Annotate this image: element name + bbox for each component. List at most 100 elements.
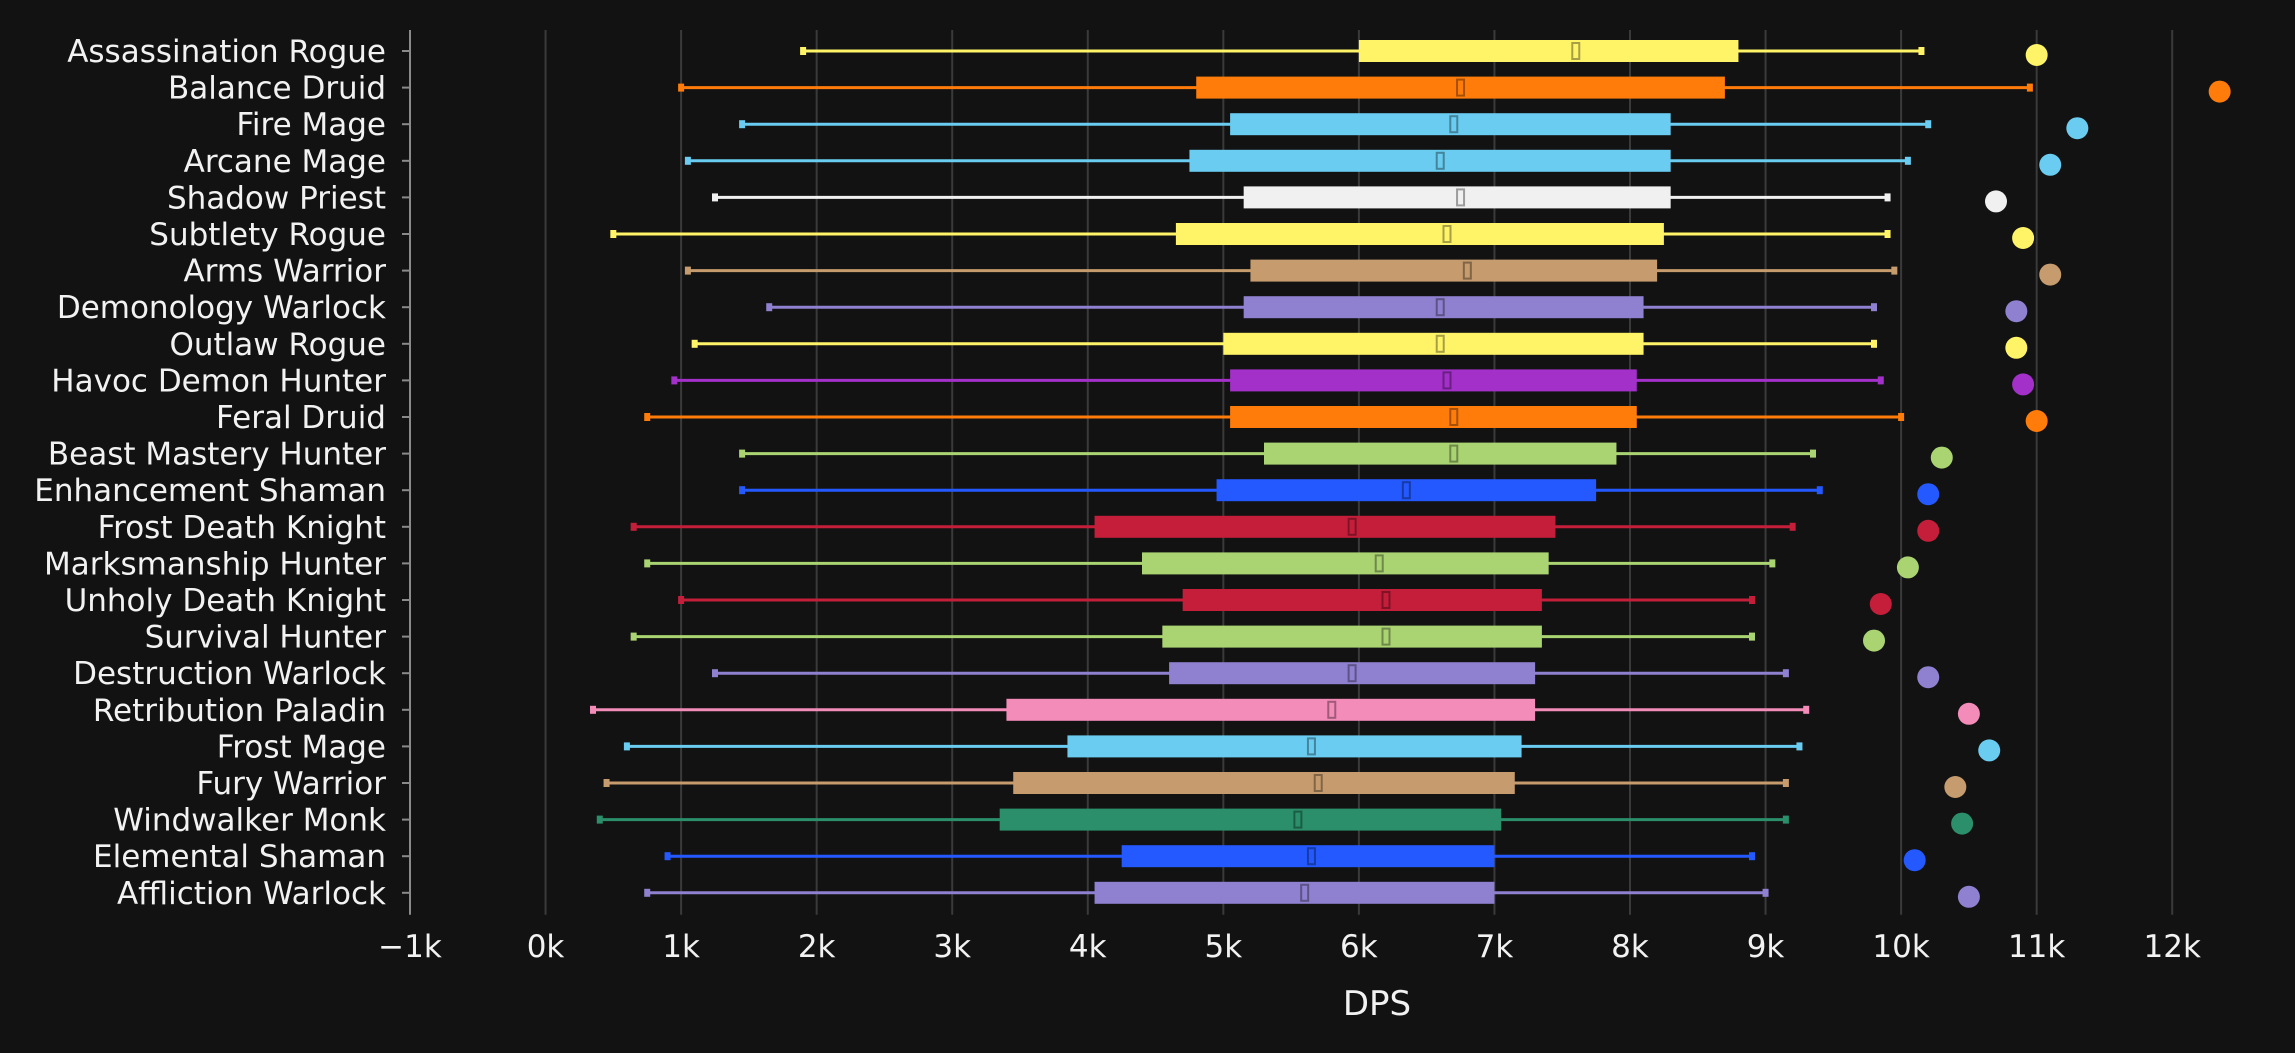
- whisker-max-cap: [1789, 522, 1796, 531]
- median-marker: [1449, 444, 1459, 463]
- box-row: [610, 223, 2035, 249]
- outlier-point: [1978, 739, 2001, 762]
- iqr-box: [1230, 369, 1637, 392]
- whisker-max-cap: [1904, 156, 1911, 165]
- outlier-point: [1985, 190, 2007, 213]
- outlier-point: [1917, 519, 1940, 542]
- iqr-box: [1006, 698, 1536, 721]
- box-row: [800, 40, 2048, 66]
- box-row: [630, 515, 1940, 542]
- iqr-box: [1189, 149, 1671, 172]
- iqr-box: [1175, 223, 1664, 245]
- whisker-max-cap: [1769, 559, 1776, 568]
- outlier-point: [1957, 885, 1980, 908]
- box-row: [671, 369, 2035, 396]
- iqr-box: [1162, 625, 1542, 648]
- category-label: Fire Mage: [236, 107, 386, 143]
- box-row: [739, 442, 1953, 469]
- whisker-max-cap: [1877, 376, 1884, 385]
- whisker-min-cap: [644, 888, 651, 897]
- category-label: Frost Death Knight: [98, 510, 386, 546]
- outlier-point: [2012, 373, 2035, 396]
- category-label: Balance Druid: [168, 71, 386, 107]
- outlier-point: [1917, 666, 1940, 689]
- box-row: [766, 296, 2028, 323]
- outlier-point: [1863, 629, 1885, 652]
- outlier-point: [1903, 849, 1926, 872]
- whisker-max-cap: [1749, 596, 1755, 604]
- x-tick-label: 8k: [1611, 929, 1649, 965]
- box-row: [678, 589, 1892, 615]
- iqr-box: [1013, 772, 1515, 794]
- whisker-max-cap: [2026, 83, 2033, 92]
- box-row: [644, 552, 1919, 579]
- outlier-point: [2066, 117, 2089, 140]
- category-label: Elemental Shaman: [93, 839, 386, 875]
- whisker-min-cap: [644, 559, 651, 568]
- outlier-point: [1869, 593, 1892, 615]
- median-marker: [1449, 408, 1459, 426]
- x-tick-label: 9k: [1747, 929, 1785, 965]
- x-tick-label: 12k: [2144, 929, 2201, 965]
- outlier-point: [2005, 300, 2028, 323]
- whisker-max-cap: [1782, 669, 1789, 678]
- x-tick-label: 2k: [798, 929, 836, 965]
- x-tick-label: −1k: [378, 929, 442, 965]
- median-marker: [1435, 151, 1445, 170]
- whisker-min-cap: [800, 47, 807, 55]
- outlier-point: [1951, 812, 1974, 835]
- iqr-box: [1223, 332, 1644, 355]
- whisker-max-cap: [1749, 632, 1755, 641]
- median-marker: [1381, 627, 1391, 646]
- whisker-min-cap: [739, 449, 746, 458]
- category-label: Windwalker Monk: [113, 803, 386, 839]
- category-label: Outlaw Rogue: [169, 327, 386, 363]
- median-marker: [1571, 42, 1581, 60]
- whisker-min-cap: [603, 779, 610, 787]
- whisker-max-cap: [1871, 303, 1877, 312]
- category-label: Assassination Rogue: [67, 34, 386, 70]
- box-row: [691, 332, 2028, 359]
- x-tick-label: 3k: [933, 929, 971, 965]
- whisker-min-cap: [678, 596, 685, 604]
- box-row: [630, 625, 1885, 652]
- whisker-min-cap: [671, 376, 678, 385]
- category-label: Retribution Paladin: [93, 693, 386, 729]
- x-tick-label: 0k: [527, 929, 565, 965]
- median-marker: [1449, 115, 1459, 134]
- median-marker: [1435, 298, 1445, 317]
- x-axis-title: DPS: [1343, 984, 1411, 1024]
- x-tick-label: 4k: [1069, 929, 1107, 965]
- median-marker: [1462, 261, 1472, 280]
- iqr-box: [1142, 552, 1549, 575]
- whisker-max-cap: [1810, 449, 1816, 458]
- x-tick-label: 6k: [1340, 929, 1378, 965]
- grid-layer: [544, 30, 2174, 915]
- whisker-min-cap: [664, 852, 671, 861]
- box-row: [644, 406, 2048, 432]
- category-label: Frost Mage: [217, 729, 386, 765]
- iqr-box: [1094, 515, 1556, 538]
- median-marker: [1327, 700, 1337, 719]
- outlier-point: [1930, 446, 1953, 469]
- box-row: [684, 259, 2062, 286]
- whisker-min-cap: [630, 632, 637, 641]
- outlier-point: [2208, 80, 2231, 103]
- category-label: Marksmanship Hunter: [44, 546, 386, 582]
- category-label: Affliction Warlock: [117, 876, 386, 912]
- box-row: [603, 772, 1967, 798]
- whisker-min-cap: [610, 230, 617, 238]
- box-row: [623, 735, 2001, 762]
- median-marker: [1442, 371, 1452, 390]
- whisker-max-cap: [1796, 742, 1803, 751]
- category-label: Demonology Warlock: [57, 290, 386, 326]
- x-tick-label: 1k: [662, 929, 700, 965]
- category-label: Fury Warrior: [196, 766, 386, 802]
- whisker-max-cap: [1762, 888, 1769, 897]
- median-marker: [1374, 554, 1384, 573]
- box-row: [712, 662, 1940, 689]
- whisker-max-cap: [1884, 230, 1891, 238]
- whisker-min-cap: [623, 742, 630, 751]
- outlier-point: [2012, 227, 2035, 249]
